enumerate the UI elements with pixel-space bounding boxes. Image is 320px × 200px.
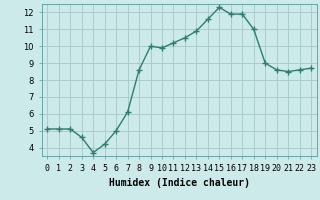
X-axis label: Humidex (Indice chaleur): Humidex (Indice chaleur): [109, 178, 250, 188]
